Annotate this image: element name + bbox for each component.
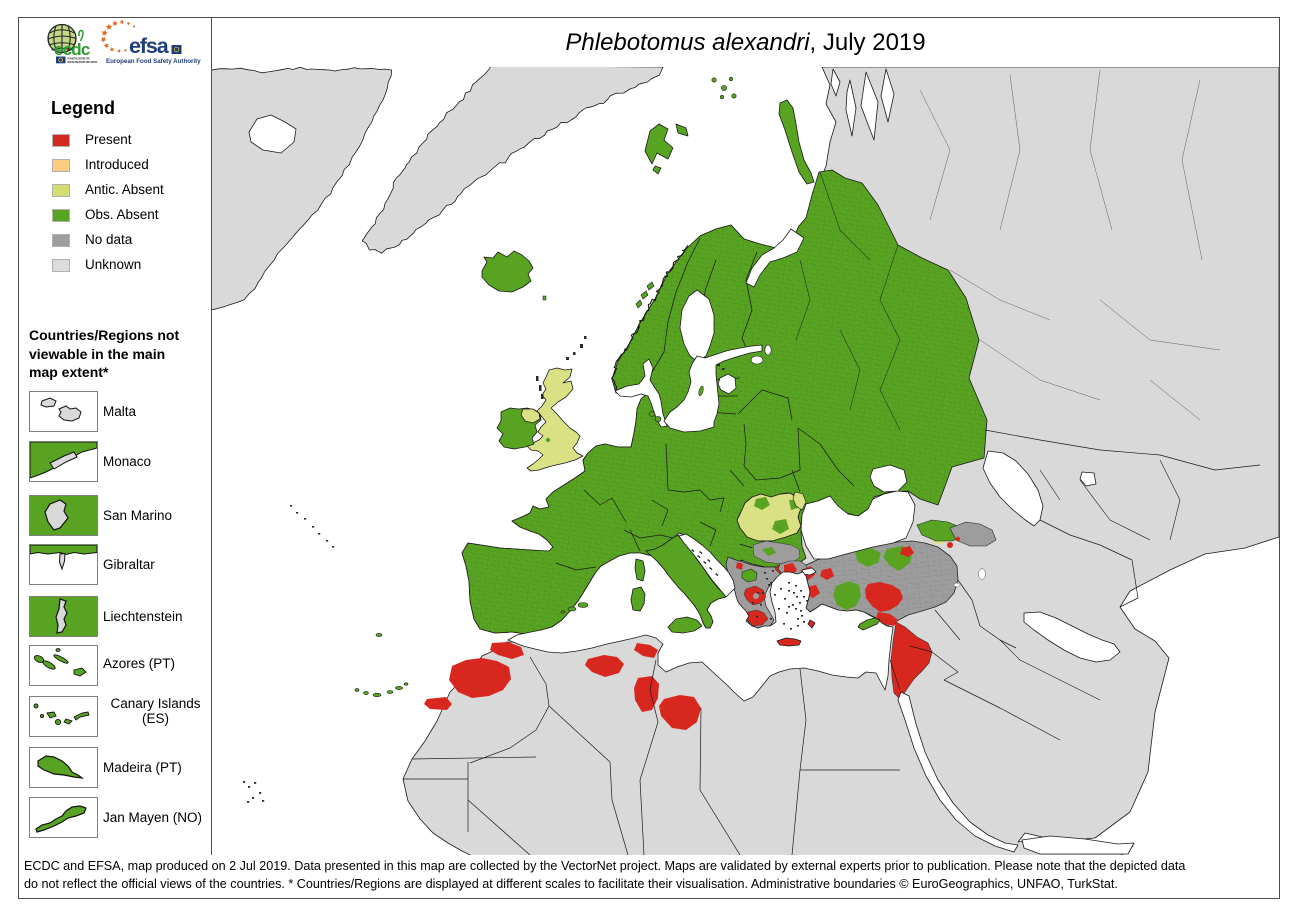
svg-text:DISEASE PREVENTION AND CONTROL: DISEASE PREVENTION AND CONTROL [68,60,98,64]
svg-text:EUROPEAN CENTRE FOR: EUROPEAN CENTRE FOR [68,57,90,61]
svg-text:ecdc: ecdc [54,40,90,59]
svg-text:European Food Safety Authority: European Food Safety Authority [106,58,201,65]
svg-text:efsa: efsa [129,34,170,58]
